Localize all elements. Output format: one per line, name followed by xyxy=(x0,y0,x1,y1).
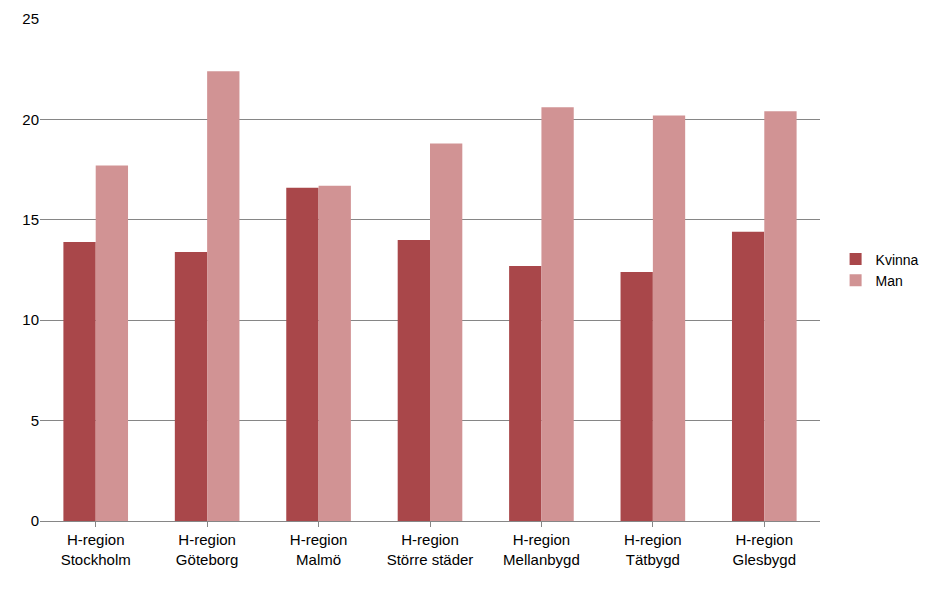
svg-text:5: 5 xyxy=(31,412,39,429)
svg-text:15: 15 xyxy=(22,211,39,228)
svg-text:25: 25 xyxy=(22,10,39,27)
svg-text:H-regionGöteborg: H-regionGöteborg xyxy=(176,531,239,568)
svg-text:H-regionStörre städer: H-regionStörre städer xyxy=(387,531,474,568)
svg-text:Man: Man xyxy=(876,273,903,289)
svg-text:Kvinna: Kvinna xyxy=(876,252,919,268)
svg-text:H-regionMalmö: H-regionMalmö xyxy=(290,531,348,568)
svg-text:10: 10 xyxy=(22,311,39,328)
svg-text:20: 20 xyxy=(22,111,39,128)
svg-text:H-regionStockholm: H-regionStockholm xyxy=(61,531,131,568)
svg-text:H-regionTätbygd: H-regionTätbygd xyxy=(624,531,682,568)
svg-text:H-regionMellanbygd: H-regionMellanbygd xyxy=(503,531,580,568)
svg-text:0: 0 xyxy=(31,512,39,529)
svg-text:H-regionGlesbygd: H-regionGlesbygd xyxy=(733,531,796,568)
